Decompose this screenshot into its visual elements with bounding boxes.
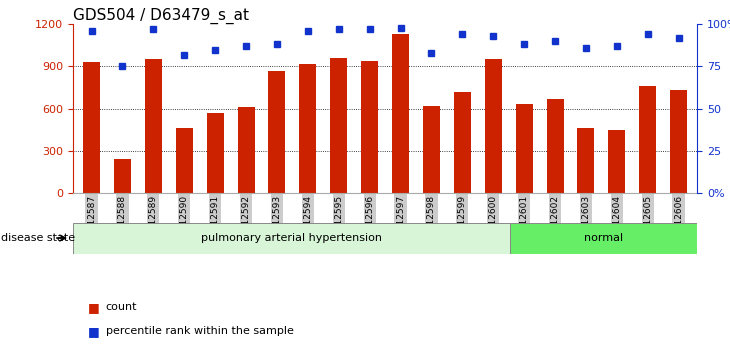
Bar (454, 92, 471, 193)
Bar (176, 128, 193, 193)
Bar (392, 34, 409, 193)
Bar (114, 159, 131, 193)
Bar (207, 113, 223, 193)
Bar (83, 62, 100, 193)
Text: GDS504 / D63479_s_at: GDS504 / D63479_s_at (73, 8, 249, 24)
Bar (577, 128, 594, 193)
Bar (361, 61, 378, 193)
Bar (608, 130, 626, 193)
Bar (547, 99, 564, 193)
Bar (639, 86, 656, 193)
Text: pulmonary arterial hypertension: pulmonary arterial hypertension (201, 233, 382, 243)
Bar (510, 223, 697, 254)
Bar (145, 59, 162, 193)
Bar (73, 223, 510, 254)
Bar (330, 58, 347, 193)
Text: percentile rank within the sample: percentile rank within the sample (106, 326, 293, 336)
Bar (299, 63, 316, 193)
Text: normal: normal (584, 233, 623, 243)
Bar (423, 106, 440, 193)
Bar (515, 104, 533, 193)
Bar (269, 71, 285, 193)
Bar (237, 107, 255, 193)
Text: count: count (106, 302, 137, 312)
Text: ■: ■ (88, 300, 99, 314)
Text: ■: ■ (88, 325, 99, 338)
Bar (670, 90, 687, 193)
Text: disease state: disease state (1, 233, 75, 243)
Bar (485, 59, 502, 193)
